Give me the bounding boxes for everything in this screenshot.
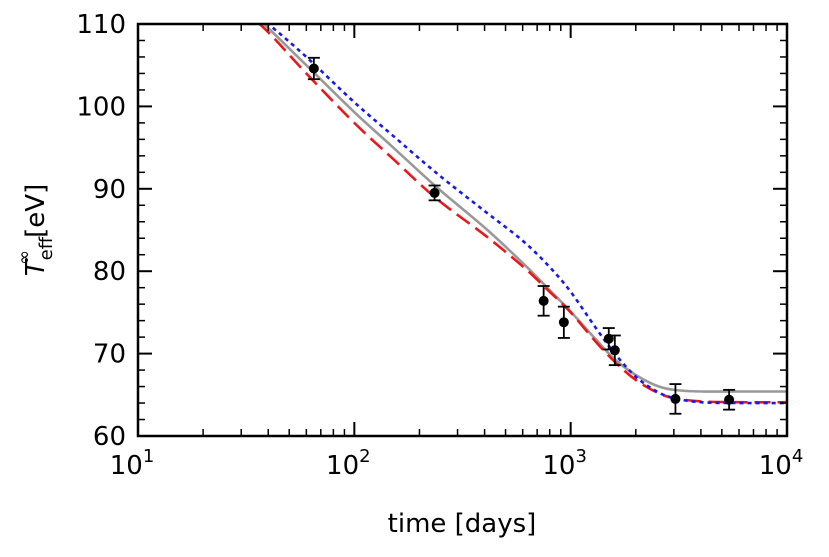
data-point (537, 285, 550, 317)
x-axis-label: time [days] (388, 509, 537, 539)
y-tick-label: 100 (76, 92, 126, 122)
point-marker (724, 394, 735, 405)
y-tick-label: 80 (93, 257, 126, 287)
data-point (307, 56, 320, 81)
series-line-dashed (257, 24, 787, 404)
y-axis-label-symbol: T (21, 258, 51, 276)
point-marker (558, 317, 569, 328)
y-tick-label: 90 (93, 175, 126, 205)
data-point (669, 383, 682, 415)
data-point (608, 334, 621, 367)
point-marker (670, 393, 681, 404)
point-marker (429, 187, 440, 198)
y-tick-label: 60 (93, 422, 126, 452)
data-point (428, 184, 441, 202)
y-axis-label-subscript: eff (36, 236, 57, 260)
point-marker (308, 63, 319, 74)
series-line-dotted (266, 24, 787, 405)
series-line-solid (261, 24, 787, 393)
y-tick-label: 110 (76, 10, 126, 40)
y-tick-label: 70 (93, 340, 126, 370)
point-marker (609, 345, 620, 356)
x-tick-label: 101 (110, 446, 155, 481)
plot-frame (136, 22, 789, 438)
point-marker (538, 295, 549, 306)
data-point (557, 305, 570, 339)
y-axis-label-superscript: ∞ (14, 250, 35, 265)
labels-layer: 60 70 80 90 100 110 101 102 103 104 (76, 10, 803, 481)
ticks-layer (138, 24, 787, 436)
x-tick-label: 104 (759, 446, 804, 481)
x-tick-label: 102 (326, 446, 371, 481)
y-axis-label: Teff∞ [eV] (14, 184, 57, 276)
data-point (723, 388, 736, 411)
series-layer (257, 24, 787, 405)
points-layer (307, 56, 736, 415)
y-axis-label-unit: [eV] (21, 184, 51, 238)
x-tick-label: 103 (542, 446, 587, 481)
